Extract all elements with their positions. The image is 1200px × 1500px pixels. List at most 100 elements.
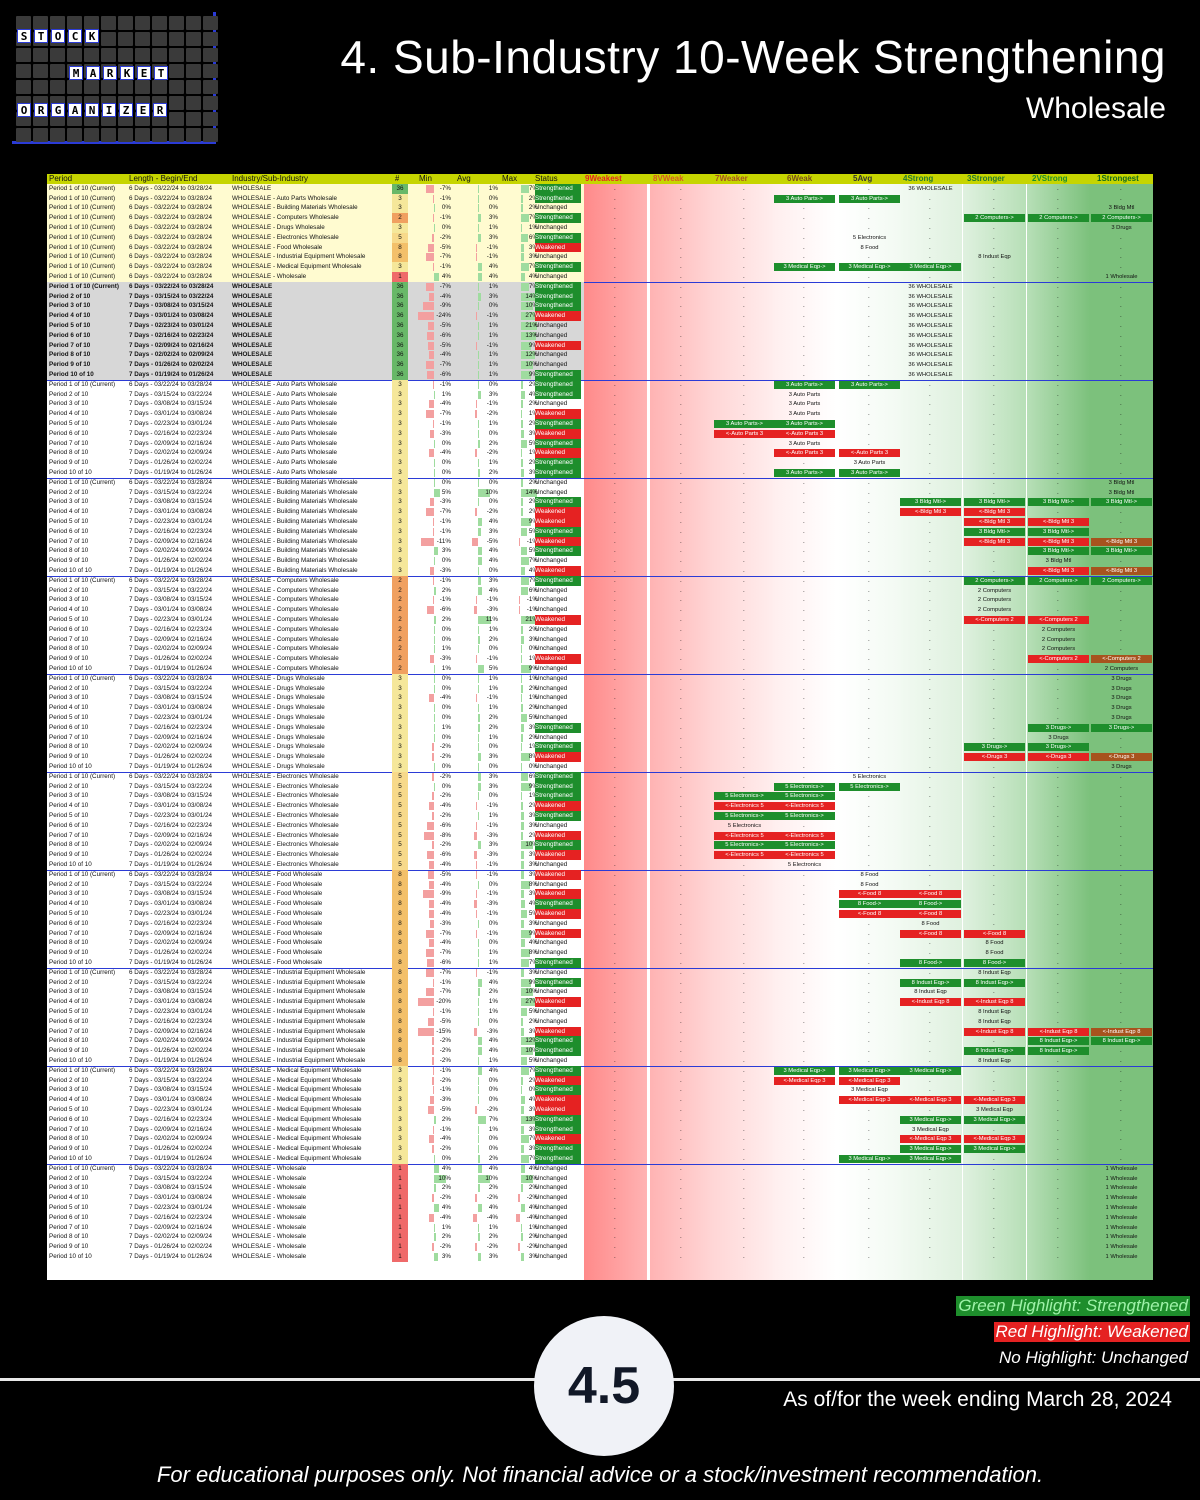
- zone-dot: .: [993, 439, 995, 447]
- max-bar: [520, 400, 523, 409]
- min-bar: [431, 841, 434, 850]
- zone-dot: .: [993, 665, 995, 672]
- zone-dot: .: [1057, 331, 1059, 339]
- zone-dot: .: [868, 802, 870, 810]
- zone-dot: .: [614, 1184, 616, 1192]
- cell-text: Period 2 of 10: [49, 978, 89, 986]
- zone-dot: .: [1057, 390, 1059, 398]
- zone-dot: .: [1120, 371, 1122, 378]
- zone-dot: .: [1120, 821, 1122, 829]
- min-bar: [434, 782, 435, 791]
- count-cell: 3: [392, 438, 408, 449]
- count-cell: 8: [392, 1026, 408, 1037]
- cell-text: 6 Days - 03/22/24 to 03/28/24: [129, 1164, 212, 1172]
- zone-dot: .: [743, 1115, 745, 1123]
- zone-dot: .: [1120, 263, 1122, 271]
- status-cell: Unchanged: [535, 1253, 568, 1260]
- logo-tile: [152, 16, 167, 30]
- table-row: Period 10 of 10 7 Days - 01/19/24 to 01/2…: [47, 566, 1153, 576]
- zone-dot: .: [803, 459, 805, 467]
- rank-marker: 3 Medical Eqp->: [964, 1115, 1025, 1124]
- cell-text: 7 Days - 01/19/24 to 01/26/24: [129, 1155, 212, 1162]
- cell-text: Period 3 of 10: [49, 988, 89, 996]
- row-shade: [47, 291, 584, 302]
- max-cell: 7%: [528, 959, 538, 966]
- cell-text: WHOLESALE - Building Materials Wholesale: [232, 557, 358, 565]
- rank-marker: 1 Wholesale: [1105, 1224, 1138, 1231]
- zone-dot: .: [803, 567, 805, 574]
- zone-dot: .: [993, 361, 995, 369]
- avg-bar: [477, 518, 483, 526]
- zone-dot: .: [929, 469, 931, 476]
- zone-dot: .: [743, 576, 745, 584]
- zone-dot: .: [929, 1243, 931, 1251]
- zone-dot: .: [993, 870, 995, 878]
- zone-dot: .: [803, 714, 805, 721]
- cell-text: WHOLESALE: [232, 322, 273, 329]
- zone-dot: .: [680, 1253, 682, 1260]
- count-cell: 8: [392, 252, 408, 263]
- min-cell: -4%: [439, 400, 451, 408]
- strength-zone-7weaker: [713, 183, 776, 1280]
- rank-marker: 3 Auto Parts->: [774, 420, 835, 428]
- avg-bar: [477, 772, 482, 781]
- zone-dot: .: [1120, 469, 1122, 476]
- zone-dot: .: [614, 1164, 616, 1172]
- min-bar: [428, 322, 434, 330]
- max-bar: [520, 1057, 527, 1065]
- max-cell: 3%: [528, 723, 538, 731]
- rank-marker: 5 Electronics->: [774, 782, 835, 791]
- avg-cell: 1%: [488, 1008, 498, 1015]
- avg-cell: 1%: [488, 949, 498, 957]
- zone-dot: .: [743, 763, 745, 770]
- count-cell: 36: [392, 291, 408, 302]
- cell-text: 7 Days - 02/23/24 to 03/01/24: [129, 714, 212, 721]
- max-bar: [520, 861, 525, 869]
- min-cell: -9%: [439, 890, 451, 898]
- zone-dot: .: [1120, 1057, 1122, 1064]
- cell-text: 7 Days - 01/26/24 to 02/02/24: [129, 851, 212, 859]
- count-cell: 2: [392, 595, 408, 606]
- cell-text: Period 4 of 10: [49, 1096, 89, 1104]
- zone-dot: .: [803, 498, 805, 506]
- table-row: Period 7 of 10 7 Days - 02/09/24 to 02/16…: [47, 634, 1153, 645]
- avg-bar: [477, 1086, 479, 1095]
- min-cell: -4%: [439, 1135, 451, 1143]
- cell-text: Period 7 of 10: [49, 537, 89, 545]
- max-cell: 6%: [528, 772, 538, 780]
- min-bar: [434, 625, 435, 634]
- zone-dot: .: [868, 694, 870, 702]
- zone-dot: .: [614, 508, 616, 516]
- zone-dot: .: [803, 684, 805, 692]
- max-bar: [520, 518, 532, 526]
- logo-tile: [101, 128, 116, 142]
- cell-text: WHOLESALE - Medical Equipment Wholesale: [232, 263, 362, 271]
- min-cell: 0%: [441, 733, 451, 741]
- table-row: Period 2 of 10 7 Days - 03/15/24 to 03/22…: [47, 683, 1153, 694]
- max-cell: 27%: [525, 312, 538, 320]
- count-cell: 1: [392, 1242, 408, 1252]
- logo-letter: T: [34, 29, 48, 43]
- avg-cell: 1%: [488, 1125, 498, 1133]
- avg-cell: 0%: [488, 763, 498, 770]
- min-bar: [434, 704, 435, 713]
- zone-dot: .: [614, 449, 616, 457]
- cell-text: WHOLESALE - Computers Wholesale: [232, 586, 339, 594]
- cell-text: Period 1 of 10 (Current): [49, 243, 116, 251]
- zone-dot: .: [1120, 733, 1122, 741]
- cell-text: Period 1 of 10 (Current): [49, 184, 116, 192]
- status-cell: Strengthened: [535, 977, 581, 988]
- column-header: Status: [535, 174, 558, 183]
- cell-text: WHOLESALE - Food Wholesale: [232, 929, 323, 937]
- cell-text: Period 7 of 10: [49, 635, 89, 643]
- zone-dot: .: [803, 1243, 805, 1251]
- table-row: Period 5 of 10 7 Days - 02/23/24 to 03/01…: [47, 1007, 1153, 1017]
- zone-dot: .: [1057, 1243, 1059, 1251]
- min-cell: -1%: [439, 1066, 451, 1074]
- zone-dot: .: [803, 1174, 805, 1182]
- zone-dot: .: [1120, 243, 1122, 251]
- column-header: 3Stronger: [967, 174, 1005, 183]
- zone-dot: .: [680, 1174, 682, 1182]
- min-bar: [425, 988, 434, 997]
- cell-text: WHOLESALE - Drugs Wholesale: [232, 224, 325, 231]
